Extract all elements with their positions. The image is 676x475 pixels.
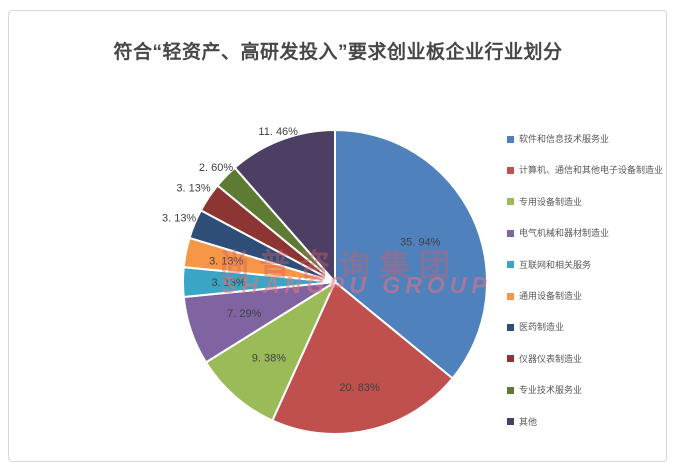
legend-label: 计算机、通信和其他电子设备制造业 [519,165,664,176]
legend-swatch-icon [507,135,514,143]
legend-swatch-icon [507,386,514,394]
slice-percent-label-10: 11. 46% [258,126,298,138]
pie-slice-2 [271,280,454,435]
pie-slice-1 [334,128,488,380]
legend: 软件和信息技术服务业计算机、通信和其他电子设备制造业 专用设备制造业电气机械和器材… [507,0,667,475]
legend-item-8: 仪器仪表制造业 [507,353,582,365]
legend-item-7: 医药制造业 [507,321,564,333]
legend-swatch-icon [507,166,514,174]
legend-label: 电气机械和器材制造业 [519,228,610,239]
legend-item-10: 其他 [507,416,537,428]
legend-label: 专用设备制造业 [519,196,583,207]
legend-item-6: 通用设备制造业 [507,290,582,302]
slice-percent-label-2: 20. 83% [339,382,380,394]
legend-swatch-icon [507,418,514,426]
legend-label: 软件和信息技术服务业 [519,134,610,144]
legend-label: 仪器仪表制造业 [519,353,583,364]
legend-swatch-icon [507,323,514,331]
legend-swatch-icon [507,229,514,237]
legend-label: 医药制造业 [519,322,565,333]
slice-percent-label-8: 3. 13% [176,182,210,194]
watermark-english: SHANGPU GROUP [221,272,492,298]
slice-percent-label-7: 3. 13% [162,212,196,224]
watermark-chinese: 尚普咨询集团 [219,248,459,283]
pie-slice-3 [204,279,338,422]
legend-item-4: 电气机械和器材制造业 [507,227,609,239]
chart-title: 符合“轻资产、高研发投入”要求创业板企业行业划分 [113,42,563,63]
legend-swatch-icon [507,355,514,363]
legend-item-3: 专用设备制造业 [507,196,582,208]
legend-item-1: 软件和信息技术服务业 [507,133,609,145]
legend-swatch-icon [507,292,514,300]
legend-label: 专业技术服务业 [519,385,583,396]
legend-swatch-icon [507,261,514,269]
slice-percent-label-4: 7. 29% [227,308,261,320]
slice-percent-label-1: 35. 94% [400,237,441,249]
legend-item-2: 计算机、通信和其他电子设备制造业 [507,164,663,176]
slice-percent-label-9: 2. 60% [199,162,233,174]
slice-percent-label-6: 3. 13% [209,255,243,267]
legend-label: 互联网和相关服务 [519,259,592,270]
legend-swatch-icon [507,198,514,206]
legend-label: 其他 [519,416,538,427]
legend-item-5: 互联网和相关服务 [507,259,591,271]
slice-percent-label-3: 9. 38% [252,353,286,365]
legend-item-9: 专业技术服务业 [507,384,582,396]
pie-slice-10 [233,128,336,285]
legend-label: 通用设备制造业 [519,291,583,301]
slice-percent-label-5: 3. 13% [211,277,245,289]
